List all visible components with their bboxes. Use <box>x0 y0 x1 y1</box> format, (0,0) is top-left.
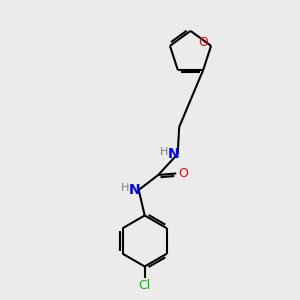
Text: Cl: Cl <box>139 280 151 292</box>
Text: H: H <box>160 148 168 158</box>
Text: H: H <box>121 184 129 194</box>
Text: N: N <box>167 147 179 161</box>
Text: N: N <box>128 183 140 197</box>
Text: O: O <box>178 167 188 180</box>
Text: O: O <box>199 36 208 49</box>
